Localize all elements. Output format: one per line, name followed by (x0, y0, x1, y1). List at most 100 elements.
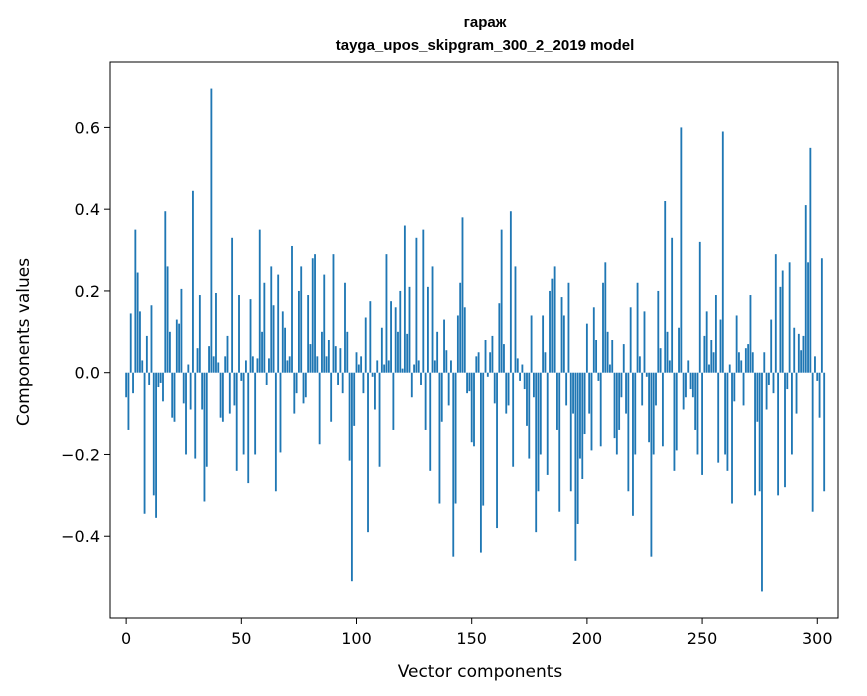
bar-262 (728, 364, 731, 373)
bar-234 (664, 201, 667, 373)
bar-78 (304, 372, 307, 398)
bar-152 (475, 356, 478, 373)
bar-89 (330, 372, 333, 422)
bar-118 (397, 331, 399, 373)
bars-group (125, 88, 826, 592)
bar-115 (390, 301, 392, 373)
bar-215 (620, 372, 623, 398)
bar-177 (532, 372, 535, 398)
bar-170 (516, 358, 519, 373)
bar-110 (378, 372, 381, 467)
bar-241 (680, 127, 683, 373)
bar-187 (556, 372, 558, 430)
bar-21 (173, 372, 176, 422)
bar-38 (212, 356, 215, 373)
bar-12 (152, 372, 155, 496)
bar-71 (288, 356, 291, 373)
bar-203 (592, 307, 595, 373)
bar-14 (157, 372, 160, 388)
x-tick-label: 100 (341, 629, 372, 648)
bar-194 (572, 372, 574, 414)
bar-182 (544, 352, 547, 373)
bar-169 (514, 266, 517, 373)
bar-59 (261, 331, 263, 373)
bar-218 (627, 372, 630, 492)
bar-114 (387, 360, 390, 373)
bar-81 (311, 258, 314, 373)
bar-16 (162, 372, 164, 402)
bar-7 (141, 360, 144, 373)
bar-57 (256, 358, 259, 373)
bar-66 (277, 274, 280, 373)
bar-207 (602, 282, 604, 373)
bar-15 (159, 372, 162, 383)
bar-49 (238, 295, 240, 373)
bar-278 (765, 372, 768, 410)
bar-260 (724, 372, 727, 455)
y-axis-ticks: −0.4 −0.2 0.0 0.2 0.4 0.6 (61, 118, 110, 546)
bar-227 (648, 372, 651, 443)
bar-18 (166, 266, 169, 373)
bar-56 (254, 372, 257, 455)
bar-232 (659, 348, 662, 373)
bar-190 (562, 315, 565, 373)
bar-221 (634, 372, 637, 455)
bar-231 (657, 290, 660, 373)
bar-281 (772, 372, 775, 394)
bar-155 (482, 372, 485, 506)
bar-164 (503, 344, 505, 373)
bar-25 (182, 372, 185, 404)
bar-22 (175, 319, 178, 373)
bar-134 (433, 360, 436, 373)
bar-83 (316, 356, 319, 373)
bar-219 (629, 307, 632, 373)
bar-23 (178, 323, 181, 373)
bar-62 (268, 358, 270, 373)
bar-165 (505, 372, 508, 414)
bar-246 (691, 372, 694, 398)
bar-275 (758, 372, 761, 492)
bar-180 (539, 372, 542, 455)
bar-175 (528, 372, 531, 459)
bar-74 (295, 372, 298, 394)
bar-285 (781, 270, 784, 373)
bar-44 (226, 335, 229, 373)
bar-2 (129, 313, 132, 373)
bar-161 (496, 372, 498, 529)
bar-229 (652, 372, 655, 455)
bar-272 (751, 352, 754, 373)
bar-106 (369, 301, 372, 373)
bar-254 (710, 340, 713, 373)
bar-91 (334, 346, 337, 373)
bar-131 (427, 286, 429, 373)
bar-172 (521, 364, 524, 373)
bar-211 (611, 340, 614, 373)
bar-213 (615, 372, 618, 455)
y-tick-label: 0.2 (75, 282, 100, 301)
bar-160 (493, 372, 496, 404)
bar-138 (443, 319, 445, 373)
bar-55 (251, 356, 254, 373)
bar-65 (274, 372, 277, 492)
bar-133 (431, 266, 434, 373)
bar-63 (270, 266, 273, 373)
bar-60 (263, 282, 266, 373)
bar-5 (136, 272, 139, 373)
bar-24 (180, 288, 183, 373)
bar-94 (341, 372, 344, 394)
bar-151 (473, 372, 475, 447)
bar-193 (569, 372, 572, 492)
bar-51 (242, 372, 245, 455)
bar-10 (148, 372, 151, 385)
bar-48 (235, 372, 238, 471)
bar-239 (675, 372, 678, 451)
bar-171 (519, 372, 521, 381)
bar-183 (546, 372, 549, 475)
bar-196 (576, 372, 579, 524)
bar-220 (632, 372, 634, 516)
bar-116 (392, 372, 395, 430)
bar-35 (205, 372, 208, 467)
bar-26 (185, 372, 187, 455)
bar-112 (383, 364, 386, 373)
